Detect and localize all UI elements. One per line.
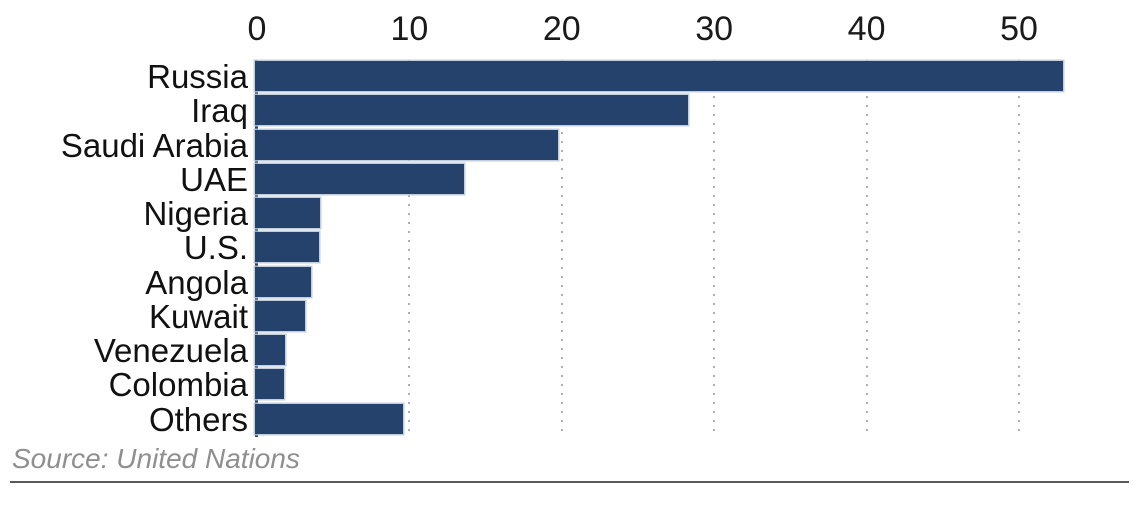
bar-row: Nigeria	[0, 197, 1136, 231]
x-tick-label: 20	[542, 10, 581, 48]
x-tick-label: 0	[247, 10, 267, 48]
x-tick-label: 50	[1000, 10, 1038, 48]
category-label: U.S.	[183, 229, 248, 267]
category-label: Russia	[147, 58, 248, 95]
bar-row: Russia	[0, 60, 1136, 94]
x-tick-label: 30	[695, 10, 734, 48]
category-label: Venezuela	[93, 332, 248, 370]
gridline	[560, 60, 563, 437]
bar-angola	[255, 266, 312, 297]
x-tick-label: 10	[390, 10, 429, 48]
bar-row: UAE	[0, 160, 1136, 198]
bar-row: Angola	[0, 263, 1136, 301]
gridline	[865, 60, 868, 437]
bar-row: Others	[0, 400, 1136, 438]
category-label: Iraq	[191, 92, 248, 130]
source-note: Source: United Nations	[12, 443, 300, 474]
bar-russia	[255, 61, 1063, 91]
bar-iraq	[255, 95, 688, 126]
bar-row: Venezuela	[0, 334, 1136, 368]
bar-colombia	[255, 369, 284, 400]
bar-kuwait	[255, 300, 306, 331]
category-label: Saudi Arabia	[60, 126, 248, 164]
category-label: Nigeria	[143, 195, 248, 233]
category-label: Colombia	[108, 366, 248, 404]
gridline	[408, 60, 411, 437]
bar-row: Iraq	[0, 94, 1136, 128]
bar-venezuela	[255, 335, 286, 366]
gridline	[713, 60, 716, 437]
x-tick-label: 40	[847, 10, 886, 48]
bottom-divider	[10, 481, 1129, 483]
bar-nigeria	[255, 198, 321, 229]
bar-u-s	[255, 232, 319, 263]
bar-saudi-arabia	[255, 129, 559, 160]
bar-row: Saudi Arabia	[0, 126, 1136, 164]
bar-uae	[255, 163, 464, 194]
category-label: Angola	[145, 263, 248, 301]
bar-row: Kuwait	[0, 297, 1136, 335]
category-label: Others	[148, 400, 248, 438]
bar-row: Colombia	[0, 368, 1136, 402]
category-label: Kuwait	[148, 297, 248, 335]
bar-row: U.S.	[0, 231, 1136, 265]
category-label: UAE	[180, 160, 248, 198]
bar-others	[255, 403, 403, 434]
gridline	[1018, 60, 1020, 437]
